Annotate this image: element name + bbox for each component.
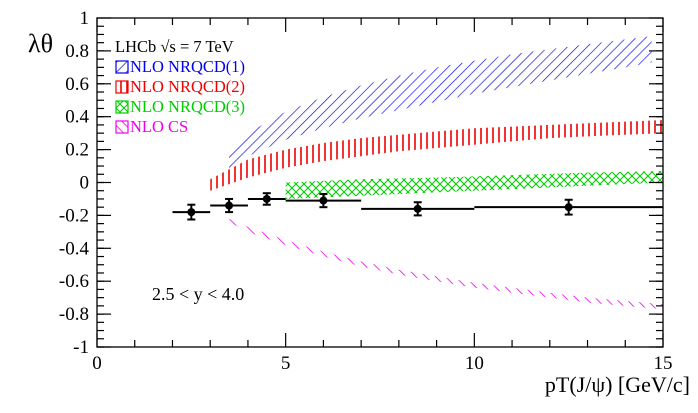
lhcb-data-points (172, 192, 663, 221)
y-tick-label: -0.8 (59, 304, 89, 325)
y-axis-title: λθ (28, 29, 53, 58)
legend-swatch-nrqcd3 (115, 100, 129, 114)
y-tick-label: 0.8 (65, 41, 89, 62)
experiment-label: LHCb √s = 7 TeV (115, 37, 234, 56)
data-point (474, 198, 663, 216)
y-tick-label: 0.2 (65, 140, 89, 161)
band-nlo-nrqcd-3 (285, 171, 663, 199)
y-tick-label: -1 (73, 337, 89, 358)
band-nlo-cs (229, 218, 663, 310)
theory-bands (210, 36, 663, 310)
y-tick-label: -0.6 (59, 271, 89, 292)
y-tick-labels: -1 -0.8 -0.6 -0.4 -0.2 0 0.2 0.4 0.6 0.8 1 (59, 8, 90, 358)
legend-label-nrqcd2: NLO NRQCD(2) (130, 77, 245, 96)
data-point (361, 201, 475, 217)
y-tick-label: 0.4 (65, 107, 89, 128)
legend-label-nrqcd3: NLO NRQCD(3) (130, 97, 245, 116)
legend-swatch-nrqcd2 (115, 80, 129, 94)
x-tick-label: 10 (465, 353, 484, 374)
legend: LHCb √s = 7 TeV NLO NRQCD(1) NLO NRQCD(2… (115, 37, 245, 136)
x-tick-label: 5 (281, 353, 291, 374)
band-nlo-nrqcd-1 (229, 36, 652, 171)
x-tick-labels: 0 5 10 15 (92, 353, 672, 374)
y-tick-label: 1 (80, 8, 90, 29)
axis-ticks (96, 17, 664, 348)
band-nlo-nrqcd-2 (210, 120, 663, 191)
data-point (247, 192, 286, 206)
x-axis-title: pT(J/ψ) [GeV/c] (545, 372, 690, 397)
y-tick-label: 0.6 (65, 74, 89, 95)
x-tick-label: 0 (92, 353, 102, 374)
rapidity-annotation: 2.5 < y < 4.0 (152, 284, 244, 304)
y-tick-label: -0.4 (59, 238, 90, 259)
legend-swatch-nrqcd1 (115, 60, 129, 74)
y-tick-label: -0.2 (59, 205, 89, 226)
x-tick-label: 15 (654, 353, 673, 374)
legend-label-nrqcd1: NLO NRQCD(1) (130, 57, 245, 76)
data-point (172, 203, 211, 221)
data-point (210, 197, 248, 214)
legend-swatch-cs (115, 120, 129, 134)
data-point (285, 193, 362, 209)
legend-label-cs: NLO CS (130, 117, 188, 136)
y-axis-title-text: λθ (28, 29, 53, 58)
y-tick-label: 0 (80, 173, 90, 194)
